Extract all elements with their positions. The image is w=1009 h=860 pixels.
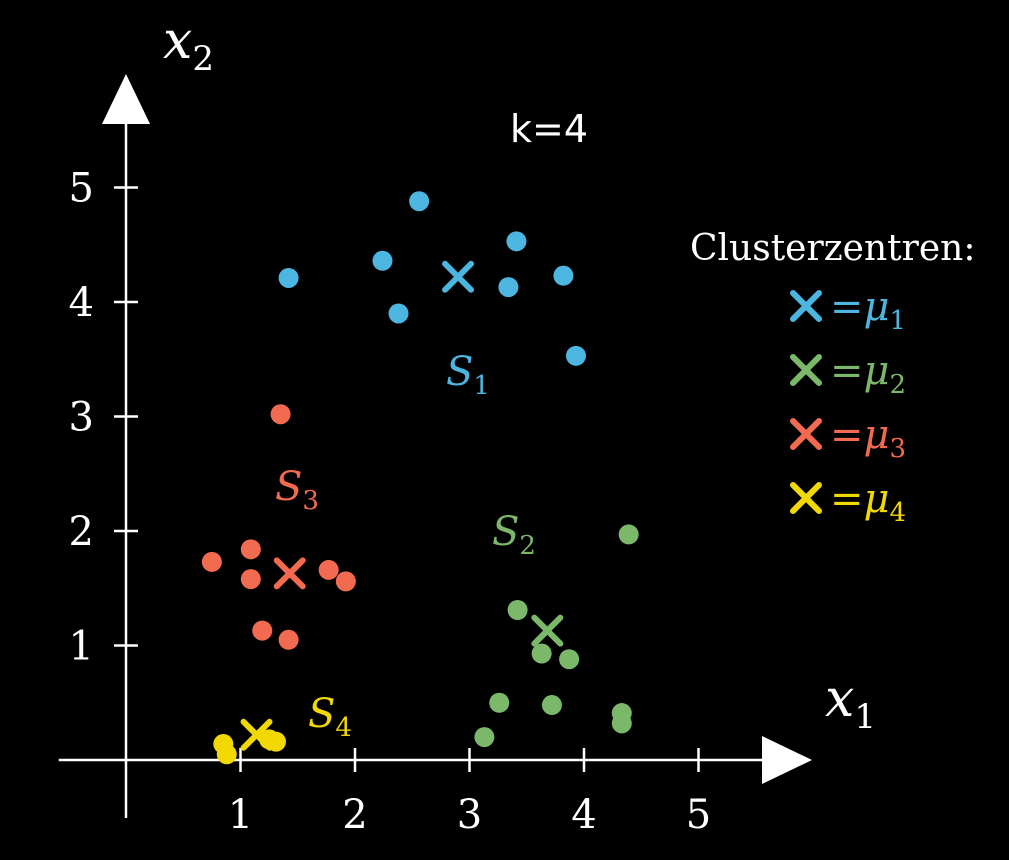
legend-label-4: =μ4	[830, 476, 906, 528]
cluster-label-base: S	[275, 464, 302, 510]
cluster-label-sub: 3	[302, 486, 319, 516]
y-axis-label-sub: 2	[192, 39, 214, 79]
data-point-s1	[506, 231, 527, 252]
data-point-s3	[201, 551, 222, 572]
legend-item-2: =μ2	[790, 348, 906, 400]
centroid-stroke	[273, 557, 306, 590]
data-point-s2	[618, 524, 639, 545]
data-point-s1	[498, 277, 519, 298]
centroid-marker-1	[442, 260, 475, 293]
data-point-s3	[278, 629, 299, 650]
legend-sub: 2	[890, 370, 907, 400]
centroid-stroke	[442, 260, 475, 293]
cluster-label-s4: S4	[308, 691, 352, 743]
data-point-s3	[240, 539, 261, 560]
data-point-s2	[541, 695, 562, 716]
y-tick-label: 4	[69, 280, 94, 326]
x-axis-label-base: x	[825, 669, 854, 729]
centroid-stroke	[240, 718, 273, 751]
legend: Clusterzentren: =μ1=μ2=μ3=μ4	[690, 228, 975, 528]
data-point-s2	[474, 727, 495, 748]
data-point-s2	[507, 600, 528, 621]
x-tick-label: 2	[342, 792, 367, 838]
centroids	[240, 260, 564, 751]
legend-marker-stroke	[790, 354, 822, 386]
data-point-s2	[489, 692, 510, 713]
cluster-label-base: S	[446, 349, 473, 395]
centroid-marker-2	[531, 614, 564, 647]
centroid-stroke	[531, 614, 564, 647]
y-tick-label: 1	[69, 624, 94, 670]
data-point-s1	[372, 250, 393, 271]
legend-mu: μ	[864, 412, 890, 458]
ticks: 1 2 3 4 5 1 2 3 4 5	[69, 166, 712, 839]
data-point-s3	[318, 559, 339, 580]
y-axis-label: x2	[163, 11, 214, 79]
legend-sub: 1	[890, 306, 907, 336]
legend-mu: μ	[864, 284, 890, 330]
legend-title: Clusterzentren:	[690, 228, 975, 269]
legend-sub: 4	[890, 498, 907, 528]
data-points	[201, 191, 639, 765]
axes	[58, 74, 812, 818]
cluster-label-base: S	[492, 509, 519, 555]
chart-title: k=4	[510, 107, 588, 151]
cluster-label-sub: 2	[519, 531, 536, 561]
y-axis-label-base: x	[163, 11, 192, 71]
legend-item-3: =μ3	[790, 412, 906, 464]
cluster-label-s2: S2	[492, 509, 536, 561]
x-axis-label: x1	[825, 669, 876, 737]
legend-marker-stroke	[790, 418, 822, 450]
x-axis-arrow	[762, 736, 812, 784]
data-point-s2	[611, 713, 632, 734]
x-tick-label: 3	[457, 792, 482, 838]
x-tick-label: 5	[686, 792, 711, 838]
legend-eq: =	[830, 284, 864, 330]
legend-sub: 3	[890, 434, 907, 464]
legend-item-4: =μ4	[790, 476, 906, 528]
legend-mu: μ	[864, 348, 890, 394]
centroid-marker-3	[273, 557, 306, 590]
legend-mu: μ	[864, 476, 890, 522]
data-point-s3	[335, 571, 356, 592]
y-axis-arrow	[102, 74, 150, 124]
data-point-s1	[553, 265, 574, 286]
legend-item-1: =μ1	[790, 284, 906, 336]
legend-label-3: =μ3	[830, 412, 906, 464]
data-point-s1	[565, 345, 586, 366]
cluster-label-base: S	[308, 691, 335, 737]
legend-eq: =	[830, 476, 864, 522]
legend-label-2: =μ2	[830, 348, 906, 400]
data-point-s3	[270, 404, 291, 425]
legend-items: =μ1=μ2=μ3=μ4	[790, 284, 906, 528]
cluster-label-sub: 1	[473, 371, 490, 401]
data-point-s1	[409, 191, 430, 212]
y-tick-label: 5	[69, 166, 94, 212]
cluster-label-s3: S3	[275, 464, 319, 516]
data-point-s2	[531, 643, 552, 664]
legend-eq: =	[830, 348, 864, 394]
data-point-s2	[559, 649, 580, 670]
y-tick-label: 3	[69, 395, 94, 441]
legend-marker-stroke	[790, 482, 822, 514]
x-tick-label: 1	[228, 792, 253, 838]
data-point-s1	[278, 267, 299, 288]
centroid-marker-4	[240, 718, 273, 751]
x-axis-label-sub: 1	[854, 697, 876, 737]
cluster-label-sub: 4	[335, 713, 352, 743]
x-tick-label: 4	[571, 792, 596, 838]
data-point-s3	[252, 620, 273, 641]
data-point-s1	[388, 303, 409, 324]
legend-label-1: =μ1	[830, 284, 906, 336]
legend-eq: =	[830, 412, 864, 458]
legend-marker-stroke	[790, 290, 822, 322]
y-tick-label: 2	[69, 509, 94, 555]
cluster-label-s1: S1	[446, 349, 490, 401]
data-point-s4	[216, 744, 237, 765]
data-point-s3	[240, 569, 261, 590]
